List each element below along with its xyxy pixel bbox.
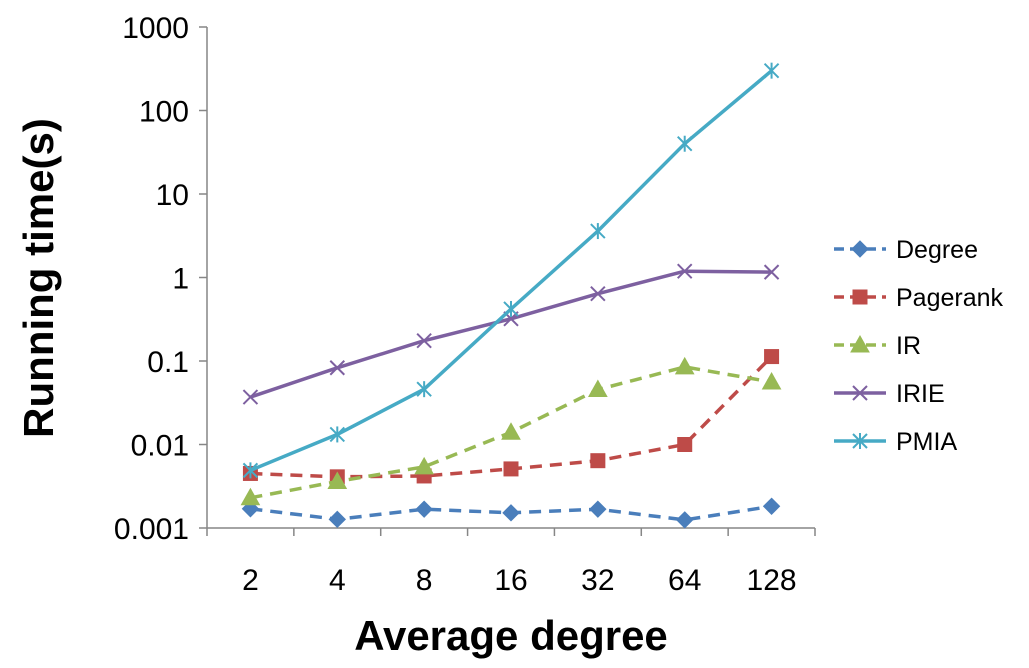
series-degree (241, 497, 781, 529)
series-pmia (242, 62, 780, 479)
data-point-irie (677, 263, 693, 279)
data-point-ir (240, 487, 261, 506)
legend-label-irie: IRIE (896, 380, 945, 408)
marker-stroke (242, 389, 259, 405)
y-tick-label: 100 (139, 96, 189, 129)
marker-stroke (590, 285, 606, 302)
data-point-pmia (503, 300, 519, 317)
x-tick-label: 8 (416, 564, 433, 597)
y-axis-title: Running time(s) (15, 118, 62, 438)
data-point-ir (327, 471, 348, 490)
x-tick-label: 32 (581, 564, 614, 597)
data-point-pagerank (590, 453, 606, 469)
data-point-irie (329, 360, 345, 376)
x-axis-title: Average degree (354, 612, 668, 659)
data-point-ir (501, 422, 521, 440)
marker-stroke (329, 360, 345, 376)
data-point-pmia (590, 223, 606, 240)
legend-label-ir: IR (896, 332, 921, 360)
marker-stroke (763, 264, 780, 280)
y-tick-label: 1 (172, 263, 189, 296)
data-point-ir (674, 356, 695, 375)
legend-label-pagerank: Pagerank (896, 284, 1004, 312)
data-point-degree (676, 511, 694, 529)
y-tick-label: 0.001 (114, 513, 189, 546)
legend-item-irie: IRIE (834, 380, 945, 408)
legend-item-pmia: PMIA (834, 428, 957, 456)
data-point-ir (414, 456, 434, 475)
series-layer (240, 62, 782, 529)
data-point-pmia (242, 462, 259, 479)
legend-marker-pagerank (852, 289, 868, 305)
data-point-degree (502, 504, 520, 522)
legend-marker-irie (852, 385, 868, 401)
data-point-pmia (677, 135, 693, 152)
legend-item-ir: IR (834, 332, 921, 360)
data-point-degree (328, 510, 346, 529)
marker-stroke (852, 385, 868, 401)
legend-label-pmia: PMIA (896, 428, 957, 456)
data-point-pmia (329, 426, 345, 443)
data-point-irie (242, 389, 259, 405)
data-point-pmia (416, 381, 432, 398)
legend-marker-ir (850, 334, 870, 353)
x-tick-label: 4 (329, 564, 346, 597)
data-point-irie (763, 264, 780, 280)
data-point-irie (416, 332, 432, 349)
data-point-irie (590, 285, 606, 302)
data-point-pagerank (503, 461, 519, 477)
legend-item-pagerank: Pagerank (834, 284, 1004, 312)
legend: Degree Pagerank IR IRIE PMIA (834, 236, 1004, 456)
axes: 0.001 0.01 0.1 1 10 100 1000 2 4 8 16 32 64 128 (114, 12, 816, 597)
legend-marker-pmia (852, 433, 868, 449)
x-tick-label: 128 (747, 564, 797, 597)
data-point-pagerank (764, 349, 780, 365)
x-tick-label: 16 (494, 564, 527, 597)
data-point-ir (761, 372, 782, 390)
data-point-degree (589, 500, 607, 518)
x-tick-label: 64 (668, 564, 701, 597)
data-point-ir (588, 379, 608, 398)
series-line-pagerank (250, 355, 773, 479)
series-ir (240, 356, 782, 506)
data-point-pagerank (677, 437, 693, 452)
series-irie (242, 263, 780, 405)
legend-item-degree: Degree (834, 236, 978, 264)
y-tick-label: 10 (156, 179, 189, 212)
x-tick-label: 2 (242, 564, 259, 597)
data-point-degree (762, 497, 781, 515)
data-point-degree (415, 500, 433, 518)
y-tick-label: 0.01 (131, 430, 189, 463)
legend-marker-degree (851, 240, 869, 258)
series-line-irie (249, 269, 772, 399)
y-tick-label: 1000 (122, 12, 189, 45)
y-tick-label: 0.1 (147, 346, 189, 379)
legend-label-degree: Degree (896, 236, 978, 264)
data-point-pmia (763, 62, 780, 79)
marker-stroke (677, 263, 693, 279)
marker-stroke (416, 332, 432, 349)
